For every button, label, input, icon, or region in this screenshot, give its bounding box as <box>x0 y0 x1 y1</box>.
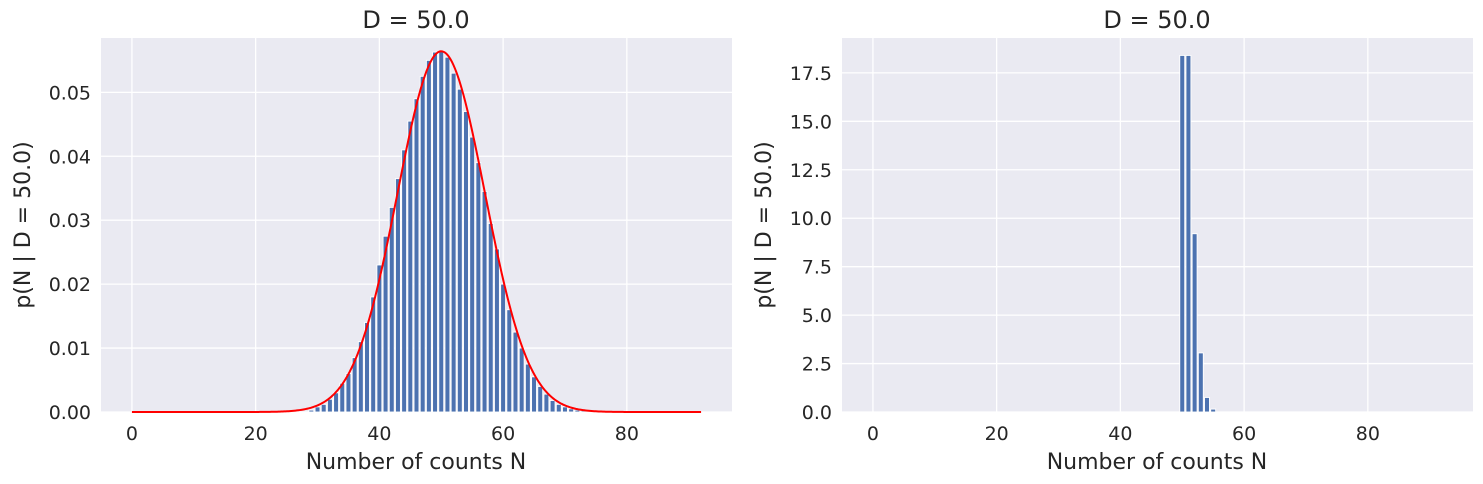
right-bar <box>1210 408 1217 413</box>
left-bar <box>364 322 370 413</box>
left-bar <box>320 403 327 413</box>
left-bar <box>487 222 494 413</box>
left-bar <box>425 59 432 413</box>
left-bar <box>382 235 389 413</box>
left-bar <box>351 357 358 413</box>
left-bar <box>370 296 377 413</box>
left-bar <box>444 56 451 413</box>
left-x-tick-label: 0 <box>126 423 138 445</box>
left-bar <box>314 406 321 413</box>
left-bar <box>333 392 340 413</box>
right-y-tick-label: 12.5 <box>790 160 832 182</box>
left-y-tick-label: 0.05 <box>49 82 91 104</box>
right-y-tick-label: 15.0 <box>790 111 832 133</box>
left-bar <box>555 403 562 413</box>
right-y-tick-label: 17.5 <box>790 63 832 85</box>
left-gaussian-curve <box>131 50 702 413</box>
right-grid <box>842 38 1473 413</box>
right-y-tick-label: 0.0 <box>802 402 832 424</box>
left-y-tick-label: 0.02 <box>49 274 91 296</box>
left-bar <box>469 136 476 413</box>
left-bar <box>450 72 457 413</box>
left-bar <box>506 309 513 413</box>
right-y-tick-label: 7.5 <box>802 257 832 279</box>
left-bar <box>438 50 445 413</box>
right-x-axis-label: Number of counts N <box>1047 450 1268 475</box>
left-x-tick-label: 60 <box>491 423 515 445</box>
right-x-tick-label: 80 <box>1356 423 1380 445</box>
left-bar <box>512 331 519 413</box>
left-panel: 0 20 40 60 80 0.00 0.01 0.02 0.03 0.04 0.05 D = 5… <box>11 6 732 475</box>
right-bar <box>1197 352 1204 413</box>
left-title: D = 50.0 <box>362 6 469 34</box>
left-x-axis-label: Number of counts N <box>306 450 527 475</box>
left-bar <box>518 347 525 413</box>
left-bar <box>493 248 500 413</box>
right-bar <box>1179 54 1186 413</box>
left-bar <box>537 385 544 413</box>
left-bar <box>419 75 426 413</box>
left-bar <box>357 341 364 413</box>
left-bar <box>543 393 550 413</box>
left-bar <box>326 398 333 413</box>
left-bar <box>562 406 568 413</box>
right-bar <box>1185 54 1192 413</box>
right-y-axis-label: p(N | D = 50.0) <box>752 141 777 308</box>
right-panel: 0 20 40 60 80 0.0 2.5 5.0 7.5 10.0 12.5 15.0 17.5 D… <box>752 6 1473 475</box>
left-bar <box>395 178 401 413</box>
right-y-ticks: 0.0 2.5 5.0 7.5 10.0 12.5 15.0 17.5 <box>790 63 832 424</box>
left-x-ticks: 0 20 40 60 80 <box>126 423 639 445</box>
right-y-tick-label: 10.0 <box>790 208 832 230</box>
right-y-tick-label: 5.0 <box>802 305 832 327</box>
right-x-tick-label: 0 <box>867 423 879 445</box>
right-title: D = 50.0 <box>1103 6 1210 34</box>
left-y-tick-label: 0.01 <box>49 338 91 360</box>
left-bar <box>463 111 469 413</box>
right-x-ticks: 0 20 40 60 80 <box>867 423 1380 445</box>
left-bar <box>549 400 556 413</box>
right-bar <box>1191 233 1198 413</box>
right-bar <box>1204 397 1210 413</box>
left-bar <box>475 162 482 413</box>
left-bar <box>568 408 575 413</box>
left-bar <box>432 51 438 413</box>
right-y-tick-label: 2.5 <box>802 354 832 376</box>
right-bars <box>1179 54 1217 413</box>
left-bar <box>345 373 352 413</box>
left-x-tick-label: 40 <box>367 423 391 445</box>
left-x-tick-label: 80 <box>615 423 639 445</box>
left-bar <box>524 363 531 413</box>
right-x-tick-label: 20 <box>985 423 1009 445</box>
left-bar <box>500 283 507 413</box>
left-bar <box>413 98 420 413</box>
left-bar <box>388 206 395 413</box>
left-bar <box>481 190 488 413</box>
left-bar <box>401 149 408 413</box>
left-y-tick-label: 0.00 <box>49 402 91 424</box>
left-y-axis-label: p(N | D = 50.0) <box>11 141 36 308</box>
left-bar <box>456 88 463 413</box>
left-bar <box>531 376 537 413</box>
right-x-tick-label: 40 <box>1108 423 1132 445</box>
left-x-tick-label: 20 <box>244 423 268 445</box>
left-y-tick-label: 0.04 <box>49 146 91 168</box>
left-bar <box>376 264 383 413</box>
left-y-ticks: 0.00 0.01 0.02 0.03 0.04 0.05 <box>49 82 91 424</box>
right-plot-area <box>842 38 1473 412</box>
right-x-tick-label: 60 <box>1232 423 1256 445</box>
left-bar <box>407 120 414 413</box>
left-bar <box>308 409 315 413</box>
left-y-tick-label: 0.03 <box>49 210 91 232</box>
